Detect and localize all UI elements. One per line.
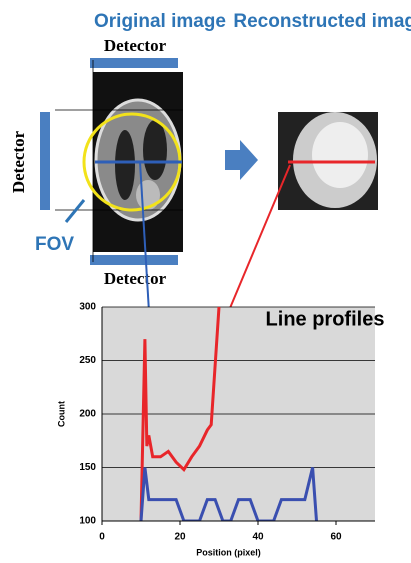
reconstruction	[312, 122, 368, 188]
phantom-part	[143, 120, 167, 180]
x-tick-label: 60	[330, 532, 342, 543]
fov-label: FOV	[35, 234, 74, 255]
phantom-part	[136, 180, 160, 210]
link-arrow	[225, 165, 290, 320]
fov-arrow	[66, 200, 84, 222]
x-tick-label: 20	[174, 532, 186, 543]
x-tick-label: 0	[99, 532, 105, 543]
chart: 100 150 200 250 300 0 20 40 60 Position (pixel) Co…	[56, 302, 375, 558]
y-axis-label: Count	[56, 401, 66, 427]
detector-bar	[90, 255, 178, 265]
original-title: Original image	[94, 11, 226, 32]
detector-bar	[90, 58, 178, 68]
detector-bar	[40, 112, 50, 210]
y-tick-label: 150	[79, 462, 96, 473]
detector-label: Detector	[104, 36, 167, 55]
y-tick-label: 300	[79, 302, 96, 313]
arrow	[225, 140, 258, 180]
detector-label: Detector	[104, 269, 167, 288]
y-tick-label: 250	[79, 355, 96, 366]
detector-label: Detector	[9, 130, 28, 193]
annotation: Line profiles	[266, 308, 385, 330]
x-axis-label: Position (pixel)	[196, 547, 261, 557]
figure: Original image Reconstructed image Detec…	[0, 0, 411, 563]
y-tick-label: 100	[79, 516, 96, 527]
y-tick-label: 200	[79, 409, 96, 420]
reconstructed-title: Reconstructed image	[233, 11, 411, 32]
phantom-part	[115, 130, 135, 200]
x-tick-label: 40	[252, 532, 264, 543]
